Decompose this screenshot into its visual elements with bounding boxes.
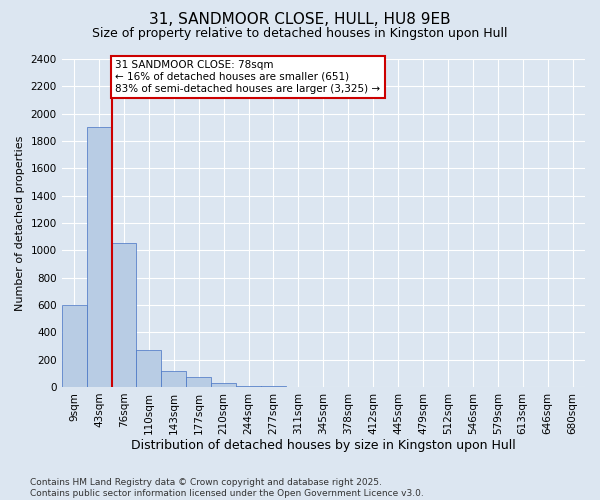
Bar [136, 350, 161, 387]
Bar [236, 386, 261, 387]
Text: Contains HM Land Registry data © Crown copyright and database right 2025.
Contai: Contains HM Land Registry data © Crown c… [30, 478, 424, 498]
Y-axis label: Number of detached properties: Number of detached properties [15, 136, 25, 310]
X-axis label: Distribution of detached houses by size in Kingston upon Hull: Distribution of detached houses by size … [131, 440, 516, 452]
Bar [261, 386, 286, 387]
Bar [112, 244, 136, 387]
Bar [186, 376, 211, 387]
Text: 31, SANDMOOR CLOSE, HULL, HU8 9EB: 31, SANDMOOR CLOSE, HULL, HU8 9EB [149, 12, 451, 28]
Bar [62, 305, 86, 387]
Text: Size of property relative to detached houses in Kingston upon Hull: Size of property relative to detached ho… [92, 28, 508, 40]
Bar [86, 128, 112, 387]
Text: 31 SANDMOOR CLOSE: 78sqm
← 16% of detached houses are smaller (651)
83% of semi-: 31 SANDMOOR CLOSE: 78sqm ← 16% of detach… [115, 60, 380, 94]
Bar [211, 383, 236, 387]
Bar [161, 370, 186, 387]
